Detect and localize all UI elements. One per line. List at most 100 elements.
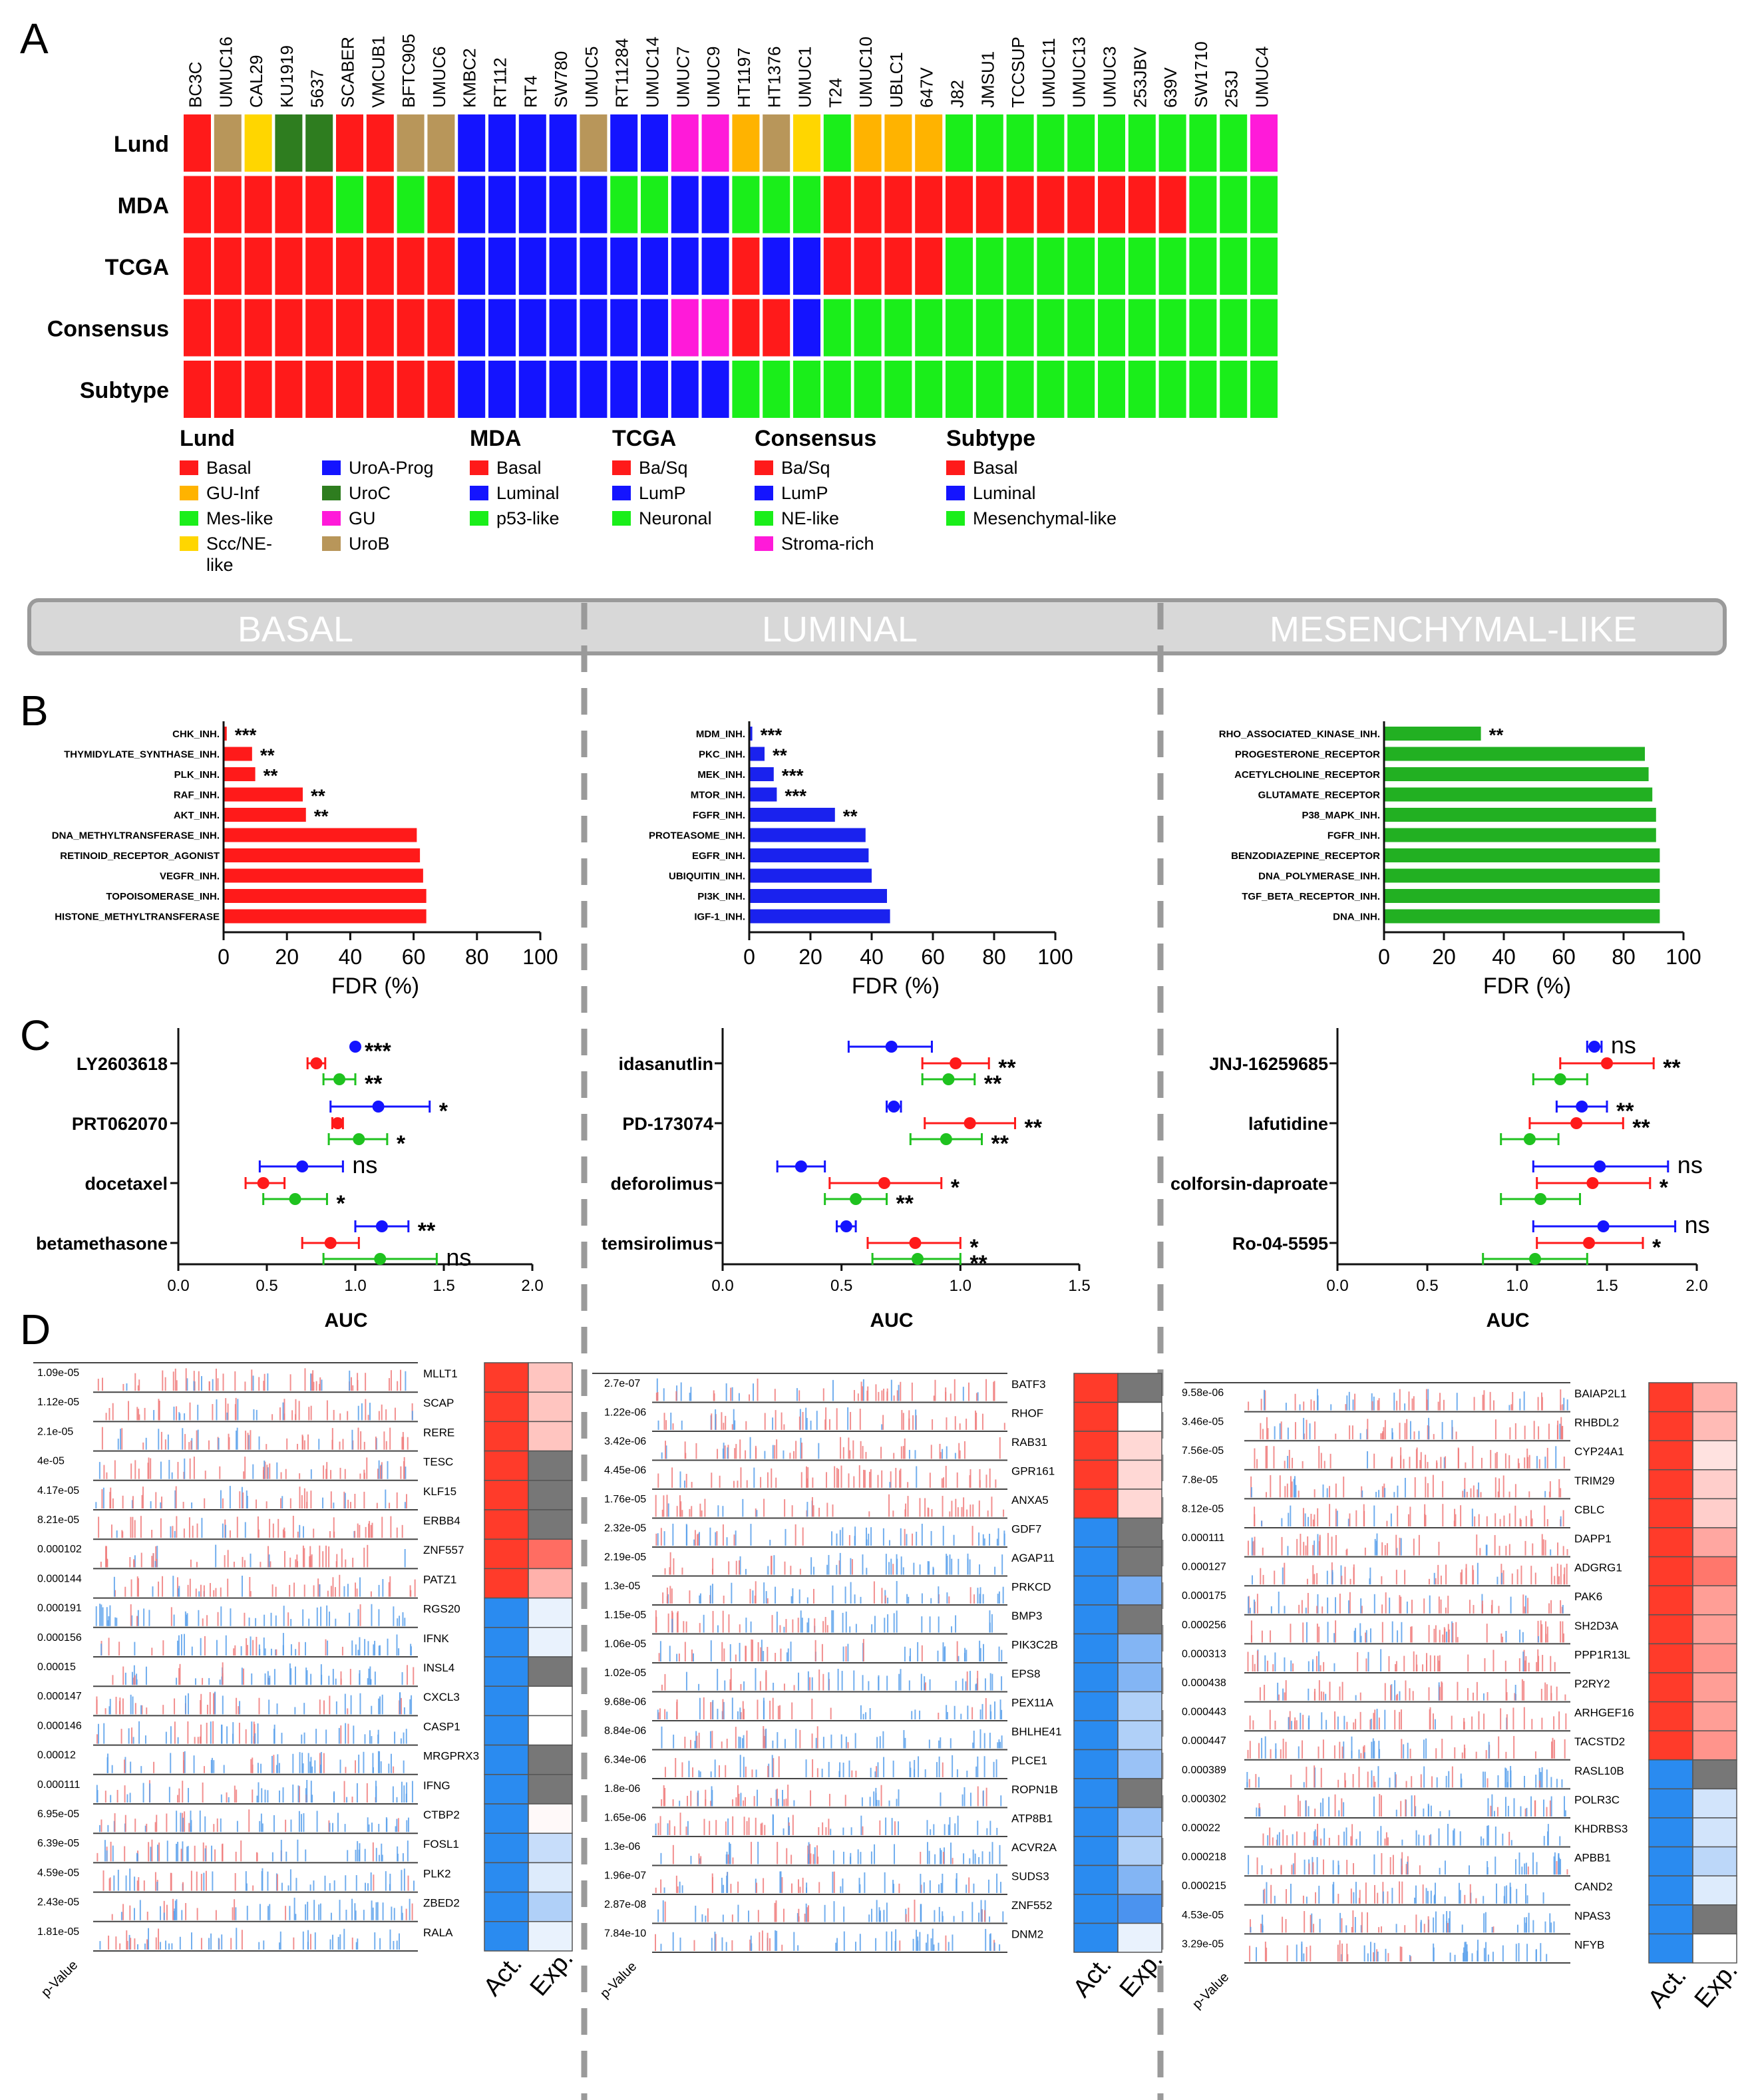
heatmap-cell xyxy=(366,114,394,172)
p-value-label: 9.68e-06 xyxy=(604,1697,646,1708)
expression-cell xyxy=(1692,1643,1737,1673)
heatmap-cell xyxy=(184,238,211,295)
activity-cell xyxy=(1073,1431,1119,1461)
heatmap-cell xyxy=(701,238,729,295)
gene-label: NFYB xyxy=(1574,1938,1604,1951)
heatmap-cell xyxy=(397,176,425,234)
mean-point xyxy=(942,1073,955,1085)
bar-category-label: PI3K_INH. xyxy=(697,891,745,902)
p-value-label: 0.000438 xyxy=(1182,1677,1226,1689)
heatmap-row-label: MDA xyxy=(118,194,169,219)
gene-label: SCAP xyxy=(423,1397,454,1409)
heatmap-cell xyxy=(1158,114,1186,172)
cell-line-label: UMUC3 xyxy=(1100,47,1120,108)
heatmap-cell xyxy=(518,114,546,172)
mean-point xyxy=(310,1057,323,1069)
tick-label: 1.0 xyxy=(1506,1277,1528,1295)
heatmap-cell xyxy=(884,238,912,295)
gene-label: INSL4 xyxy=(423,1662,454,1674)
p-value-label: 7.56e-05 xyxy=(1182,1445,1224,1457)
mean-point xyxy=(1529,1253,1541,1265)
cell-line-label: KMBC2 xyxy=(460,48,480,108)
heatmap-cell xyxy=(244,176,272,234)
legend-swatch xyxy=(322,536,341,551)
activity-cell xyxy=(484,1362,529,1393)
mean-point xyxy=(375,1220,388,1232)
heatmap-cell xyxy=(975,176,1003,234)
legend-label: GU xyxy=(349,508,376,528)
activity-cell xyxy=(1073,1488,1119,1519)
fdr-bar xyxy=(1384,889,1660,903)
expression-cell xyxy=(1117,1459,1162,1490)
heatmap-cell xyxy=(275,299,303,357)
gene-label: CASP1 xyxy=(423,1720,460,1733)
heatmap-cell xyxy=(1189,114,1217,172)
activity-cell xyxy=(484,1421,529,1452)
fdr-bar xyxy=(224,727,227,741)
gene-label: NPAS3 xyxy=(1574,1910,1611,1922)
tick-label: 20 xyxy=(1432,945,1456,969)
gene-label: BHLHE41 xyxy=(1011,1725,1062,1738)
gene-label: ERBB4 xyxy=(423,1514,460,1527)
activity-cell xyxy=(1648,1933,1693,1964)
heatmap-cell xyxy=(975,361,1003,418)
p-value-label: 8.21e-05 xyxy=(37,1514,79,1526)
fdr-bar xyxy=(1384,747,1645,761)
heatmap-cell xyxy=(823,114,851,172)
panel-label-d: D xyxy=(20,1306,51,1353)
fdr-bar xyxy=(1384,808,1656,822)
activity-cell xyxy=(1073,1778,1119,1809)
cell-line-label: BC3C xyxy=(186,62,206,108)
expression-cell xyxy=(1692,1614,1737,1645)
heatmap-cell xyxy=(1158,176,1186,234)
significance-label: * xyxy=(969,1235,979,1260)
fdr-bar xyxy=(224,909,427,924)
mean-point xyxy=(372,1101,385,1113)
heatmap-cell xyxy=(427,114,455,172)
heatmap-cell xyxy=(1006,238,1034,295)
p-value-label: 1.06e-05 xyxy=(604,1639,646,1650)
legend-swatch xyxy=(180,460,198,475)
heatmap-cell xyxy=(275,238,303,295)
gene-label: APBB1 xyxy=(1574,1852,1611,1864)
significance-label: * xyxy=(1652,1235,1662,1260)
gene-label: POLR3C xyxy=(1574,1793,1620,1806)
heatmap-cell xyxy=(1220,361,1248,418)
cell-line-label: RT11284 xyxy=(612,38,632,108)
heatmap-cell xyxy=(793,114,820,172)
heatmap-cell xyxy=(671,238,699,295)
p-value-label: 8.84e-06 xyxy=(604,1725,646,1737)
p-value-label: 0.00015 xyxy=(37,1662,76,1673)
mean-point xyxy=(885,1041,898,1053)
cell-line-label: SW1710 xyxy=(1191,41,1211,108)
mean-point xyxy=(912,1253,924,1265)
p-value-label: 2.87e-08 xyxy=(604,1899,646,1910)
activity-cell xyxy=(1648,1498,1693,1528)
activity-cell xyxy=(1648,1875,1693,1906)
legend-label: Basal xyxy=(973,458,1018,478)
x-axis-label: FDR (%) xyxy=(331,973,419,999)
significance-label: ** xyxy=(773,745,787,766)
gene-label: PEX11A xyxy=(1011,1697,1054,1709)
heatmap-cell xyxy=(915,299,943,357)
fdr-bar xyxy=(224,747,252,761)
gene-activity-panels: 1.09e-05 MLLT1 1.12e-05 SCAP 2.1e-05 RERE 4e-0… xyxy=(33,1362,1743,2013)
activity-cell xyxy=(1073,1922,1119,1953)
fdr-bar xyxy=(1384,727,1481,741)
legend-label: UroC xyxy=(349,483,391,503)
bar-category-label: PROGESTERONE_RECEPTOR xyxy=(1235,749,1380,761)
heatmap-cell xyxy=(214,361,242,418)
legend-swatch xyxy=(180,511,198,526)
cell-line-label: UMUC4 xyxy=(1252,47,1272,108)
bar-category-label: PLK_INH. xyxy=(174,769,220,781)
legend-label: p53-like xyxy=(496,508,560,528)
p-value-label: 0.000102 xyxy=(37,1544,82,1555)
heatmap-cell xyxy=(793,238,820,295)
heatmap-cell xyxy=(305,361,333,418)
activity-cell xyxy=(484,1538,529,1570)
p-value-label: 0.000175 xyxy=(1182,1590,1226,1602)
activity-cell xyxy=(1648,1411,1693,1441)
gene-label: RALA xyxy=(423,1926,453,1939)
heatmap-cell xyxy=(458,299,486,357)
activity-cell xyxy=(1073,1691,1119,1721)
